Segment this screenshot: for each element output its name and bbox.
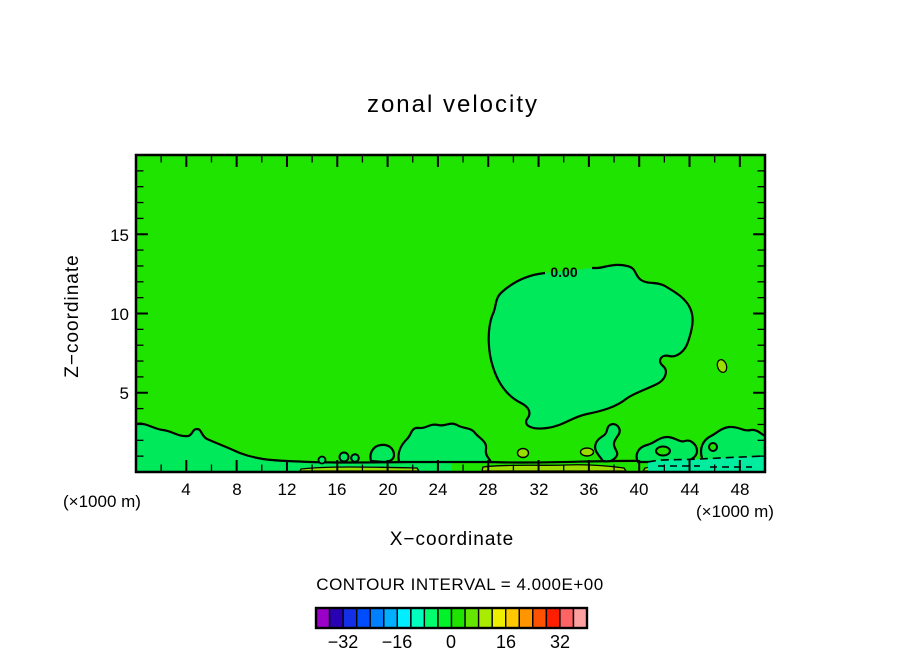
x-axis-unit: (×1000 m)	[696, 502, 774, 521]
surface-sliver	[481, 464, 628, 472]
colorbar-cell	[437, 607, 453, 629]
colorbar-cell	[518, 607, 534, 629]
x-tick-label: 12	[278, 480, 297, 499]
colorbar-cell	[396, 607, 412, 629]
x-tick-label: 44	[681, 480, 700, 499]
colorbar-cell	[410, 607, 426, 629]
colorbar-cell	[369, 607, 385, 629]
surface-blob-hook	[594, 423, 621, 463]
contour-value-label: 0.00	[550, 264, 577, 280]
x-tick-label: 40	[630, 480, 649, 499]
colorbar-cell	[572, 607, 588, 629]
z-axis-title: Z−coordinate	[62, 254, 83, 377]
negative-pocket-dashed-contour	[647, 455, 766, 463]
x-tick-label: 20	[379, 480, 398, 499]
x-axis-title: X−coordinate	[390, 529, 515, 550]
colorbar-cell	[464, 607, 480, 629]
surface-blob-right	[701, 426, 765, 458]
surface-blob-inner-hole	[655, 445, 671, 457]
colorbar-cell	[491, 607, 507, 629]
x-tick-label: 36	[580, 480, 599, 499]
x-tick-label: 28	[479, 480, 498, 499]
surface-spot	[579, 447, 595, 457]
colorbar-cell	[477, 607, 493, 629]
x-tick-label: 48	[731, 480, 750, 499]
z-tick-label: 10	[110, 305, 129, 324]
plot-frame	[134, 153, 767, 474]
surface-spot	[516, 447, 530, 459]
z-tick-label: 5	[120, 384, 129, 403]
colorbar-cell	[450, 607, 466, 629]
surface-blob-right-contour	[699, 425, 766, 459]
colorbar-cell	[559, 607, 575, 629]
colorbar-cell	[342, 607, 358, 629]
colorbar-cell	[315, 607, 331, 629]
surface-sliver	[298, 466, 421, 472]
colorbar-cell	[505, 607, 520, 629]
x-tick-label: 4	[181, 480, 190, 499]
surface-layer-left	[136, 423, 452, 471]
z-tick-label: 15	[110, 226, 129, 245]
contour-interval-text: CONTOUR INTERVAL = 4.000E+00	[316, 575, 603, 594]
plot-fills	[135, 155, 766, 472]
colorbar-cell	[423, 607, 439, 629]
colorbar-label: 16	[496, 632, 516, 652]
colorbar-cell	[328, 607, 344, 629]
colorbar-cell	[532, 607, 548, 629]
colorbar: −32 −16 0 16 32	[314, 606, 589, 652]
z-axis-unit: (×1000 m)	[63, 492, 141, 511]
colorbar-cell	[383, 607, 399, 629]
surface-blob	[338, 451, 350, 463]
colorbar-border	[314, 606, 589, 630]
surface-blob-right-hole	[708, 442, 718, 452]
main-zero-region	[487, 263, 694, 430]
plot-title: zonal velocity	[367, 91, 539, 118]
colorbar-cell	[356, 607, 371, 629]
tiny-contour-spot	[716, 359, 728, 373]
surface-blob	[369, 443, 396, 464]
x-tick-label: 8	[232, 480, 241, 499]
surface-blob-hat	[397, 422, 493, 464]
surface-blob	[350, 453, 360, 463]
x-tick-label: 16	[328, 480, 347, 499]
colorbar-cell	[545, 607, 561, 629]
colorbar-label: −16	[382, 632, 413, 652]
colorbar-label: 32	[550, 632, 570, 652]
x-tick-label: 32	[530, 480, 549, 499]
colorbar-label: −32	[328, 632, 359, 652]
axis-ticks	[137, 156, 764, 471]
surface-blob	[317, 455, 327, 465]
colorbar-label: 0	[446, 632, 456, 652]
x-tick-label: 24	[429, 480, 448, 499]
surface-layer-left-contour	[135, 422, 311, 464]
